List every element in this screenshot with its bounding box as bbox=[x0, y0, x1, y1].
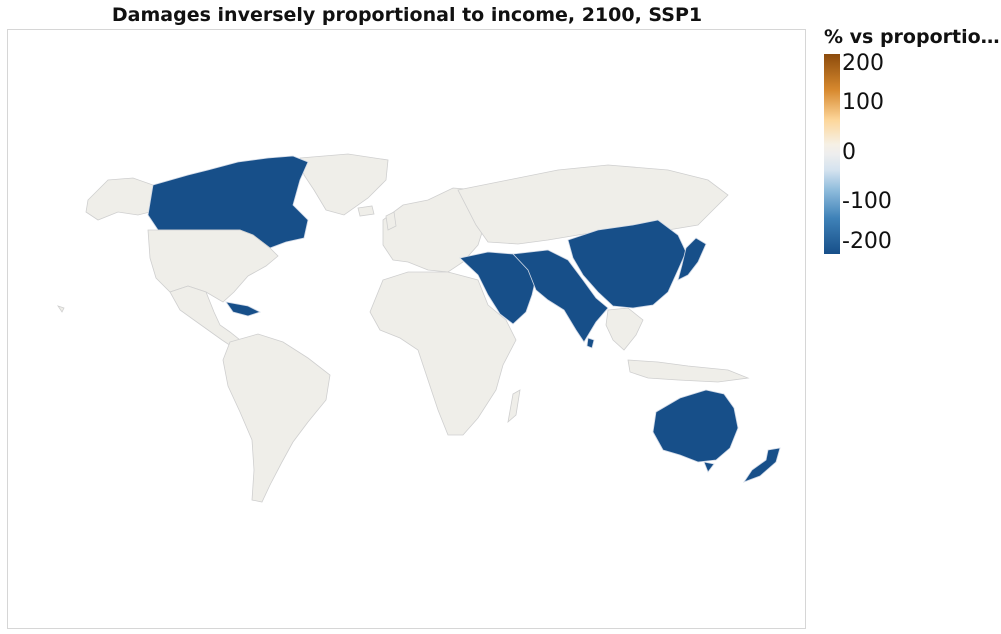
japan[interactable] bbox=[677, 237, 707, 281]
united-states[interactable] bbox=[147, 229, 279, 303]
world-map[interactable] bbox=[8, 30, 807, 630]
tasmania[interactable] bbox=[703, 461, 715, 473]
new-zealand[interactable] bbox=[742, 447, 781, 483]
greenland[interactable] bbox=[299, 153, 389, 216]
chart-title: Damages inversely proportional to income… bbox=[111, 4, 703, 26]
southeast-asia[interactable] bbox=[605, 307, 644, 351]
madagascar[interactable] bbox=[507, 389, 521, 424]
legend-color-bar bbox=[824, 54, 840, 254]
sri-lanka[interactable] bbox=[586, 337, 595, 349]
iceland[interactable] bbox=[357, 205, 375, 217]
uk-ireland[interactable] bbox=[385, 211, 397, 231]
africa[interactable] bbox=[369, 271, 517, 436]
south-america[interactable] bbox=[222, 333, 331, 503]
legend-tick-200: 200 bbox=[842, 51, 884, 76]
central-south-asia[interactable] bbox=[512, 249, 609, 343]
australia[interactable] bbox=[652, 389, 739, 463]
legend-tick-neg100: -100 bbox=[842, 189, 892, 214]
europe[interactable] bbox=[382, 187, 487, 273]
caribbean[interactable] bbox=[225, 301, 262, 317]
alaska[interactable] bbox=[85, 177, 159, 221]
legend-tick-100: 100 bbox=[842, 90, 884, 115]
map-frame bbox=[7, 29, 806, 629]
china[interactable] bbox=[567, 219, 687, 309]
legend-title: % vs proportio… bbox=[824, 26, 1000, 48]
indonesia[interactable] bbox=[627, 359, 750, 383]
legend-tick-neg200: -200 bbox=[842, 229, 892, 254]
legend-tick-0: 0 bbox=[842, 140, 856, 165]
hawaii[interactable] bbox=[57, 305, 65, 313]
middle-east[interactable] bbox=[459, 251, 537, 325]
